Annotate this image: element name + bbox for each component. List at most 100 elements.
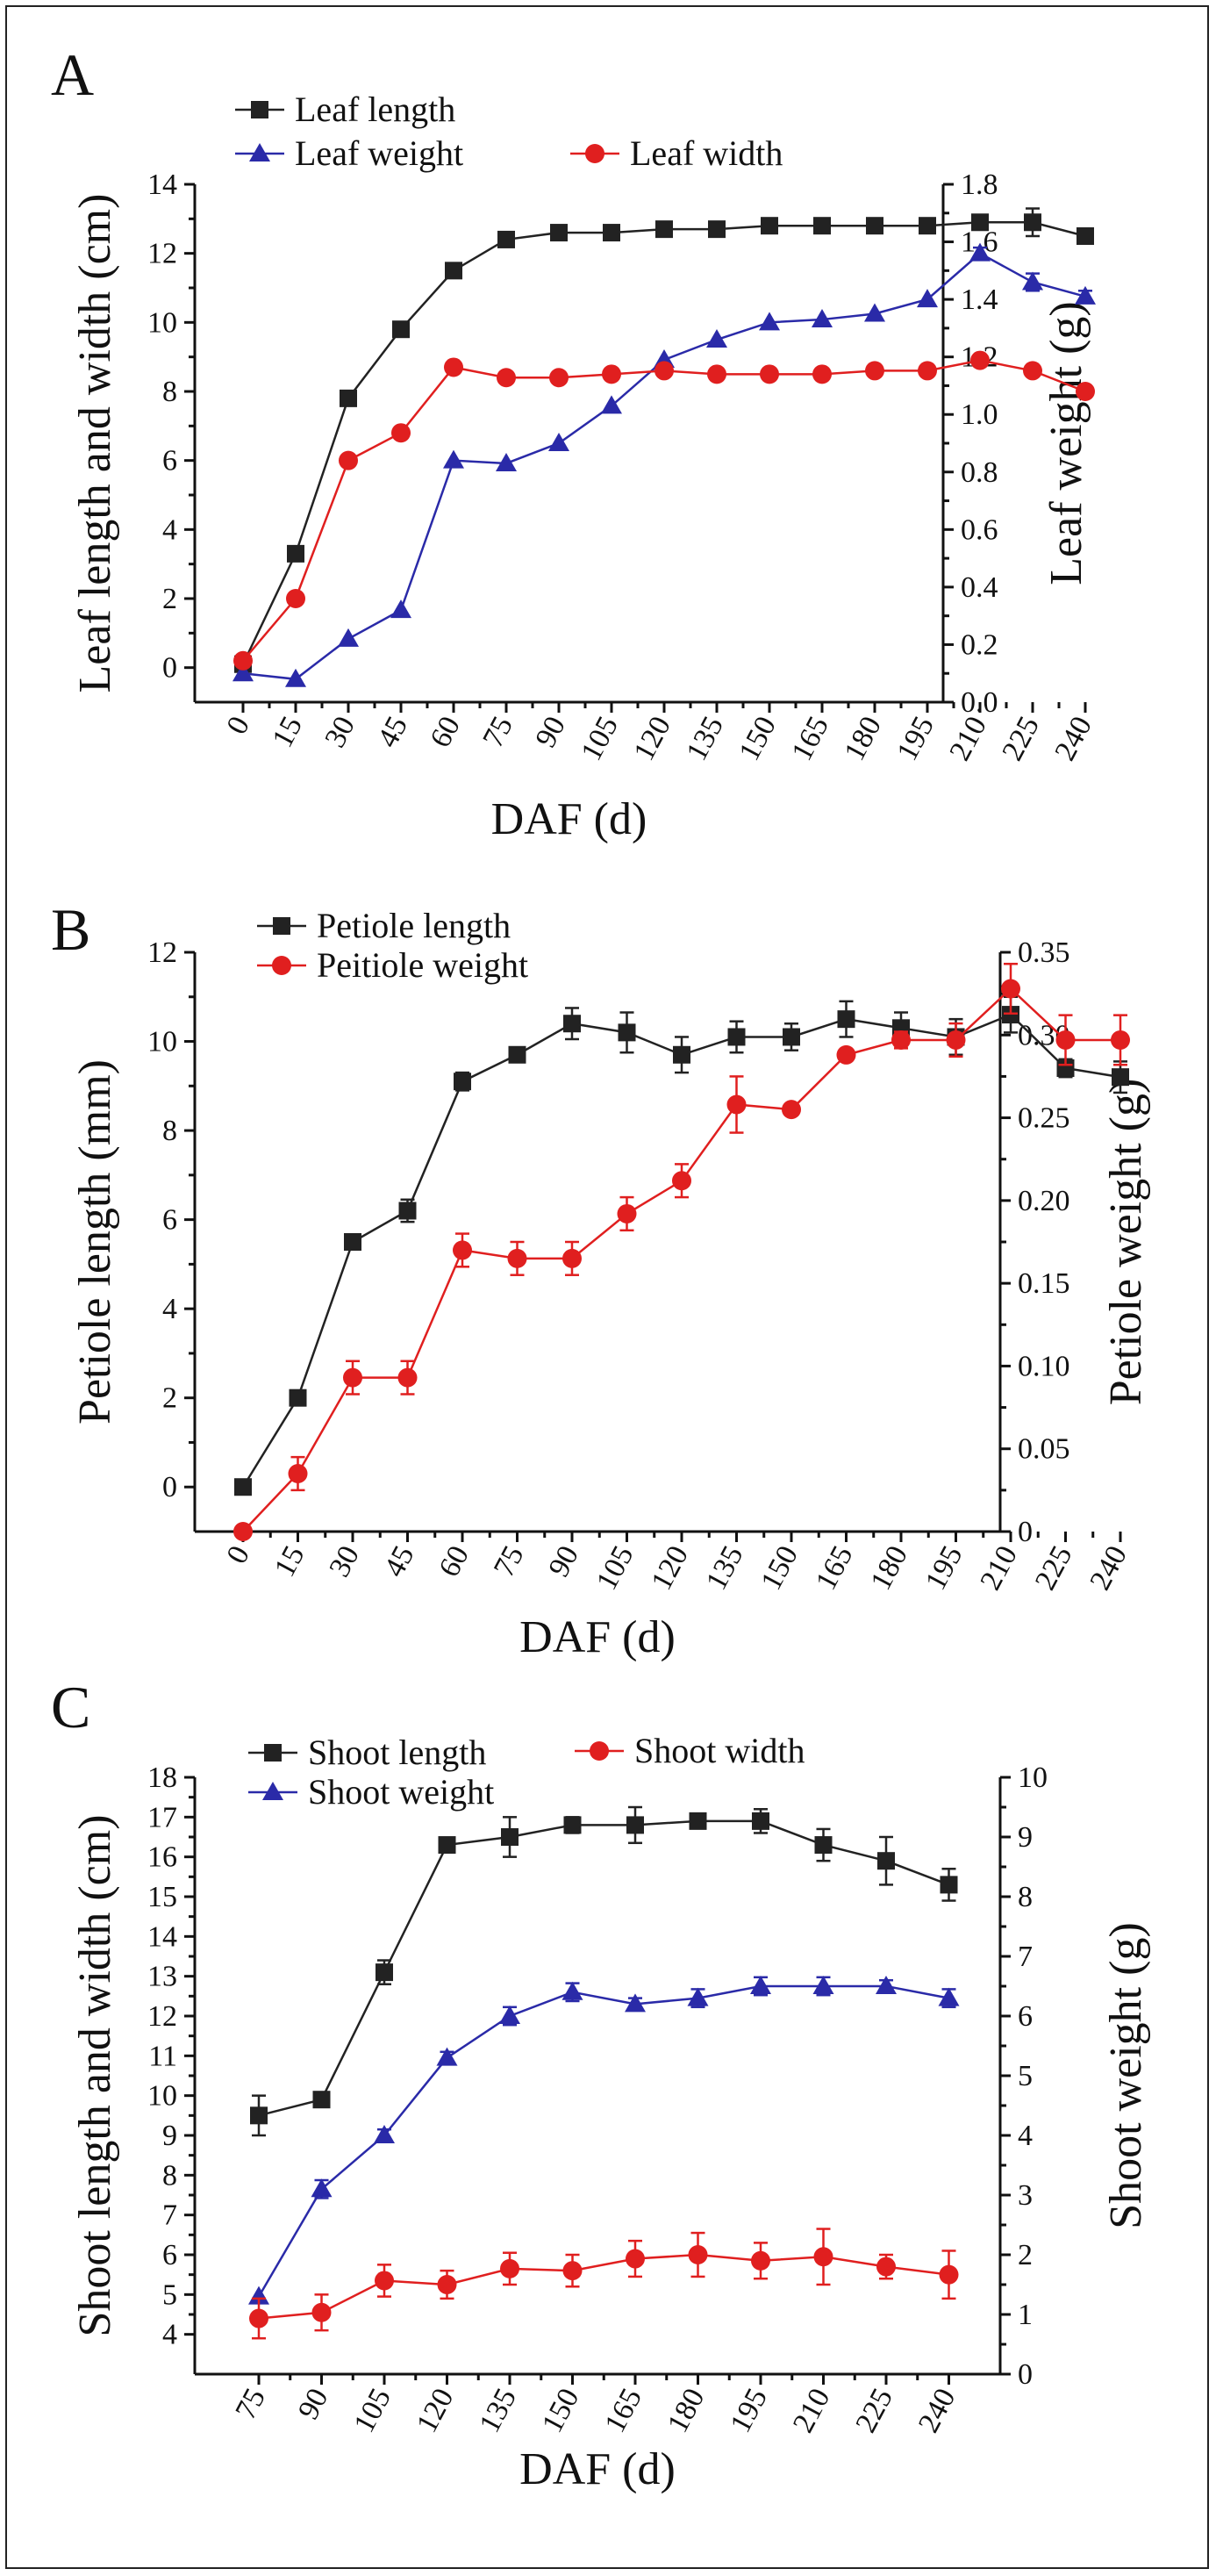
right-tick-label: 1	[1018, 2299, 1033, 2331]
left-tick-label: 4	[162, 2319, 177, 2351]
legend-item: Leaf length	[235, 90, 455, 129]
data-point	[688, 2245, 708, 2264]
data-point	[499, 2006, 520, 2024]
data-point	[918, 361, 937, 381]
y-axis-title-right: Petiole weight (g)	[1101, 1079, 1151, 1406]
right-tick-label: 0.20	[1018, 1185, 1070, 1217]
data-point	[836, 1044, 856, 1065]
data-point	[946, 1030, 966, 1050]
panel-a: A024681012140.00.20.40.60.81.01.21.41.61…	[51, 41, 1098, 844]
data-point	[340, 389, 357, 407]
data-point	[288, 1464, 308, 1483]
data-point	[438, 1836, 456, 1855]
data-point	[234, 1478, 252, 1496]
series-petiole-length	[234, 995, 1129, 1496]
x-tick-label: 0	[220, 711, 256, 739]
data-point	[563, 1816, 582, 1834]
right-tick-label: 8	[1018, 1881, 1033, 1913]
x-tick-label: 15	[266, 711, 309, 752]
data-point	[437, 2275, 457, 2294]
panel-letter: A	[51, 41, 94, 108]
right-tick-label: 3	[1018, 2179, 1033, 2212]
data-point	[562, 2261, 583, 2281]
data-point	[508, 1045, 526, 1064]
series-peitiole-weight	[233, 962, 1130, 1541]
data-point	[877, 1852, 895, 1870]
data-point	[398, 1202, 417, 1220]
y-axis-title-right: Shoot weight (g)	[1101, 1922, 1151, 2229]
x-tick-label: 60	[424, 711, 467, 752]
data-point	[1077, 227, 1094, 245]
legend-item: Leaf width	[570, 133, 783, 173]
left-tick-label: 2	[162, 583, 177, 615]
left-tick-label: 5	[162, 2278, 177, 2311]
left-tick-label: 12	[147, 238, 177, 270]
x-tick-label: 90	[529, 711, 572, 752]
data-point	[707, 364, 726, 384]
x-tick-label: 135	[700, 1540, 750, 1595]
x-axis-title: DAF (d)	[519, 2444, 676, 2494]
data-point	[1001, 979, 1020, 999]
legend-item: Petiole length	[257, 906, 511, 945]
data-point	[618, 1023, 636, 1042]
data-point	[760, 364, 779, 384]
y-axis-title-left: Shoot length and width (cm)	[70, 1814, 120, 2336]
y-axis-title-left: Petiole length (mm)	[70, 1059, 120, 1424]
data-point	[626, 1816, 644, 1834]
x-tick-label: 150	[733, 711, 783, 765]
x-tick-label: 225	[996, 711, 1046, 765]
data-point	[813, 2247, 833, 2267]
data-point	[562, 1248, 582, 1268]
series-leaf-width	[233, 350, 1095, 671]
data-point	[444, 357, 463, 377]
data-point	[250, 2106, 268, 2125]
data-point	[876, 1976, 897, 1994]
left-tick-label: 18	[147, 1762, 177, 1794]
left-tick-label: 9	[162, 2120, 177, 2152]
left-tick-label: 10	[147, 2080, 177, 2113]
data-point	[397, 1367, 418, 1388]
x-tick-label: 120	[627, 711, 677, 765]
right-tick-label: 0.8	[961, 456, 998, 489]
data-point	[550, 224, 568, 242]
x-tick-label: 0	[220, 1540, 256, 1568]
legend-marker	[249, 143, 270, 161]
x-tick-label: 45	[378, 1540, 421, 1582]
data-point	[436, 2047, 458, 2066]
left-tick-label: 6	[162, 445, 177, 477]
data-point	[603, 224, 620, 242]
data-point	[939, 2264, 959, 2285]
data-point	[563, 1015, 581, 1033]
left-tick-label: 17	[147, 1801, 177, 1833]
legend-marker	[273, 917, 290, 935]
data-point	[812, 364, 832, 384]
left-tick-label: 14	[147, 169, 177, 201]
left-tick-label: 12	[147, 936, 177, 969]
series-line	[241, 221, 1086, 665]
data-point	[286, 589, 305, 608]
data-point	[813, 217, 831, 235]
left-tick-label: 12	[147, 2000, 177, 2033]
data-point	[285, 668, 306, 687]
x-axis-title: DAF (d)	[491, 794, 647, 844]
data-point	[500, 2258, 519, 2278]
legend-label: Shoot width	[634, 1731, 805, 1770]
x-tick-label: 165	[598, 2383, 648, 2437]
data-point	[876, 2257, 896, 2277]
left-tick-label: 8	[162, 376, 177, 408]
right-tick-label: 2	[1018, 2239, 1033, 2271]
data-point	[673, 1045, 690, 1064]
legend-item: Leaf weight	[235, 133, 463, 173]
right-tick-label: 1.0	[961, 398, 998, 431]
legend-item: Peitiole weight	[257, 945, 528, 985]
data-point	[507, 1248, 527, 1268]
y-axis-title-left: Leaf length and width (cm)	[70, 194, 120, 693]
panel-letter: C	[51, 1674, 90, 1740]
x-tick-label: 195	[724, 2383, 774, 2437]
right-tick-label: 6	[1018, 2000, 1033, 2033]
x-tick-label: 120	[411, 2383, 461, 2437]
x-tick-label: 240	[912, 2383, 962, 2437]
x-tick-label: 105	[347, 2383, 397, 2437]
right-tick-label: 0	[1018, 2358, 1033, 2391]
